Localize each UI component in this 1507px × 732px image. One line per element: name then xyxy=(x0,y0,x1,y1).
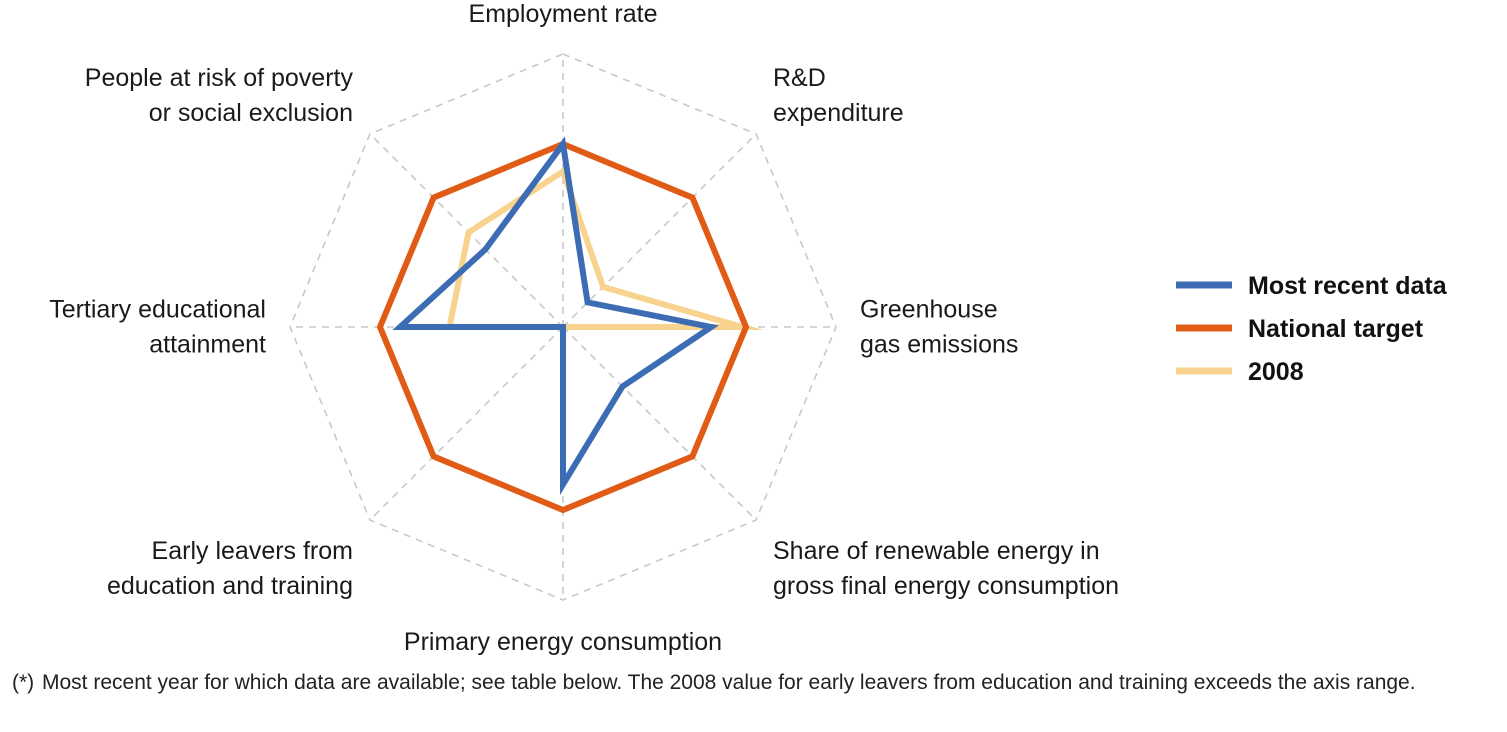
axis-label: Primary energy consumption xyxy=(404,628,722,656)
radar-series xyxy=(376,136,764,514)
axis-label-line: expenditure xyxy=(773,99,904,127)
grid-spoke xyxy=(369,326,564,521)
axis-label-line: gas emissions xyxy=(860,331,1018,359)
legend-label: Most recent data xyxy=(1248,272,1448,300)
footnote-marker: (*) xyxy=(12,671,35,694)
axis-label-line: Tertiary educational xyxy=(49,296,266,324)
grid-spoke xyxy=(562,326,757,521)
footnote: (*) Most recent year for which data are … xyxy=(12,668,1492,698)
footnote-text: Most recent year for which data are avai… xyxy=(42,671,1416,694)
axis-label-line: attainment xyxy=(149,331,266,359)
axis-label-line: education and training xyxy=(107,572,353,600)
grid-spoke xyxy=(562,133,757,328)
axis-label-line: People at risk of poverty xyxy=(85,64,354,92)
axis-label-line: Employment rate xyxy=(469,0,658,28)
legend-label: 2008 xyxy=(1248,358,1304,386)
axis-label-line: gross final energy consumption xyxy=(773,572,1119,600)
legend: Most recent data National target 2008 xyxy=(1176,272,1448,386)
series-national-target xyxy=(376,140,750,514)
axis-label: Tertiary educational attainment xyxy=(49,296,266,359)
axis-label: Greenhouse gas emissions xyxy=(860,296,1018,359)
axis-label-line: Primary energy consumption xyxy=(404,628,722,656)
legend-label: National target xyxy=(1248,315,1424,343)
axis-label-line: or social exclusion xyxy=(149,99,353,127)
axis-label-line: Share of renewable energy in xyxy=(773,537,1100,565)
axis-label-line: Early leavers from xyxy=(152,537,353,565)
axis-label: Share of renewable energy in gross final … xyxy=(773,537,1119,600)
axis-labels: Employment rate R&D expenditure Greenhouse g… xyxy=(49,0,1119,656)
series-most-recent-data xyxy=(392,136,719,496)
axis-label-line: R&D xyxy=(773,64,826,92)
axis-label: Employment rate xyxy=(469,0,658,28)
axis-label: Early leavers from education and training xyxy=(107,537,353,600)
axis-label-line: Greenhouse xyxy=(860,296,998,324)
grid-outer-ring xyxy=(289,53,837,601)
axis-label: R&D expenditure xyxy=(773,64,904,127)
radar-chart: Employment rate R&D expenditure Greenhouse g… xyxy=(49,0,1448,656)
axis-label: People at risk of poverty or social exclu… xyxy=(85,64,354,127)
